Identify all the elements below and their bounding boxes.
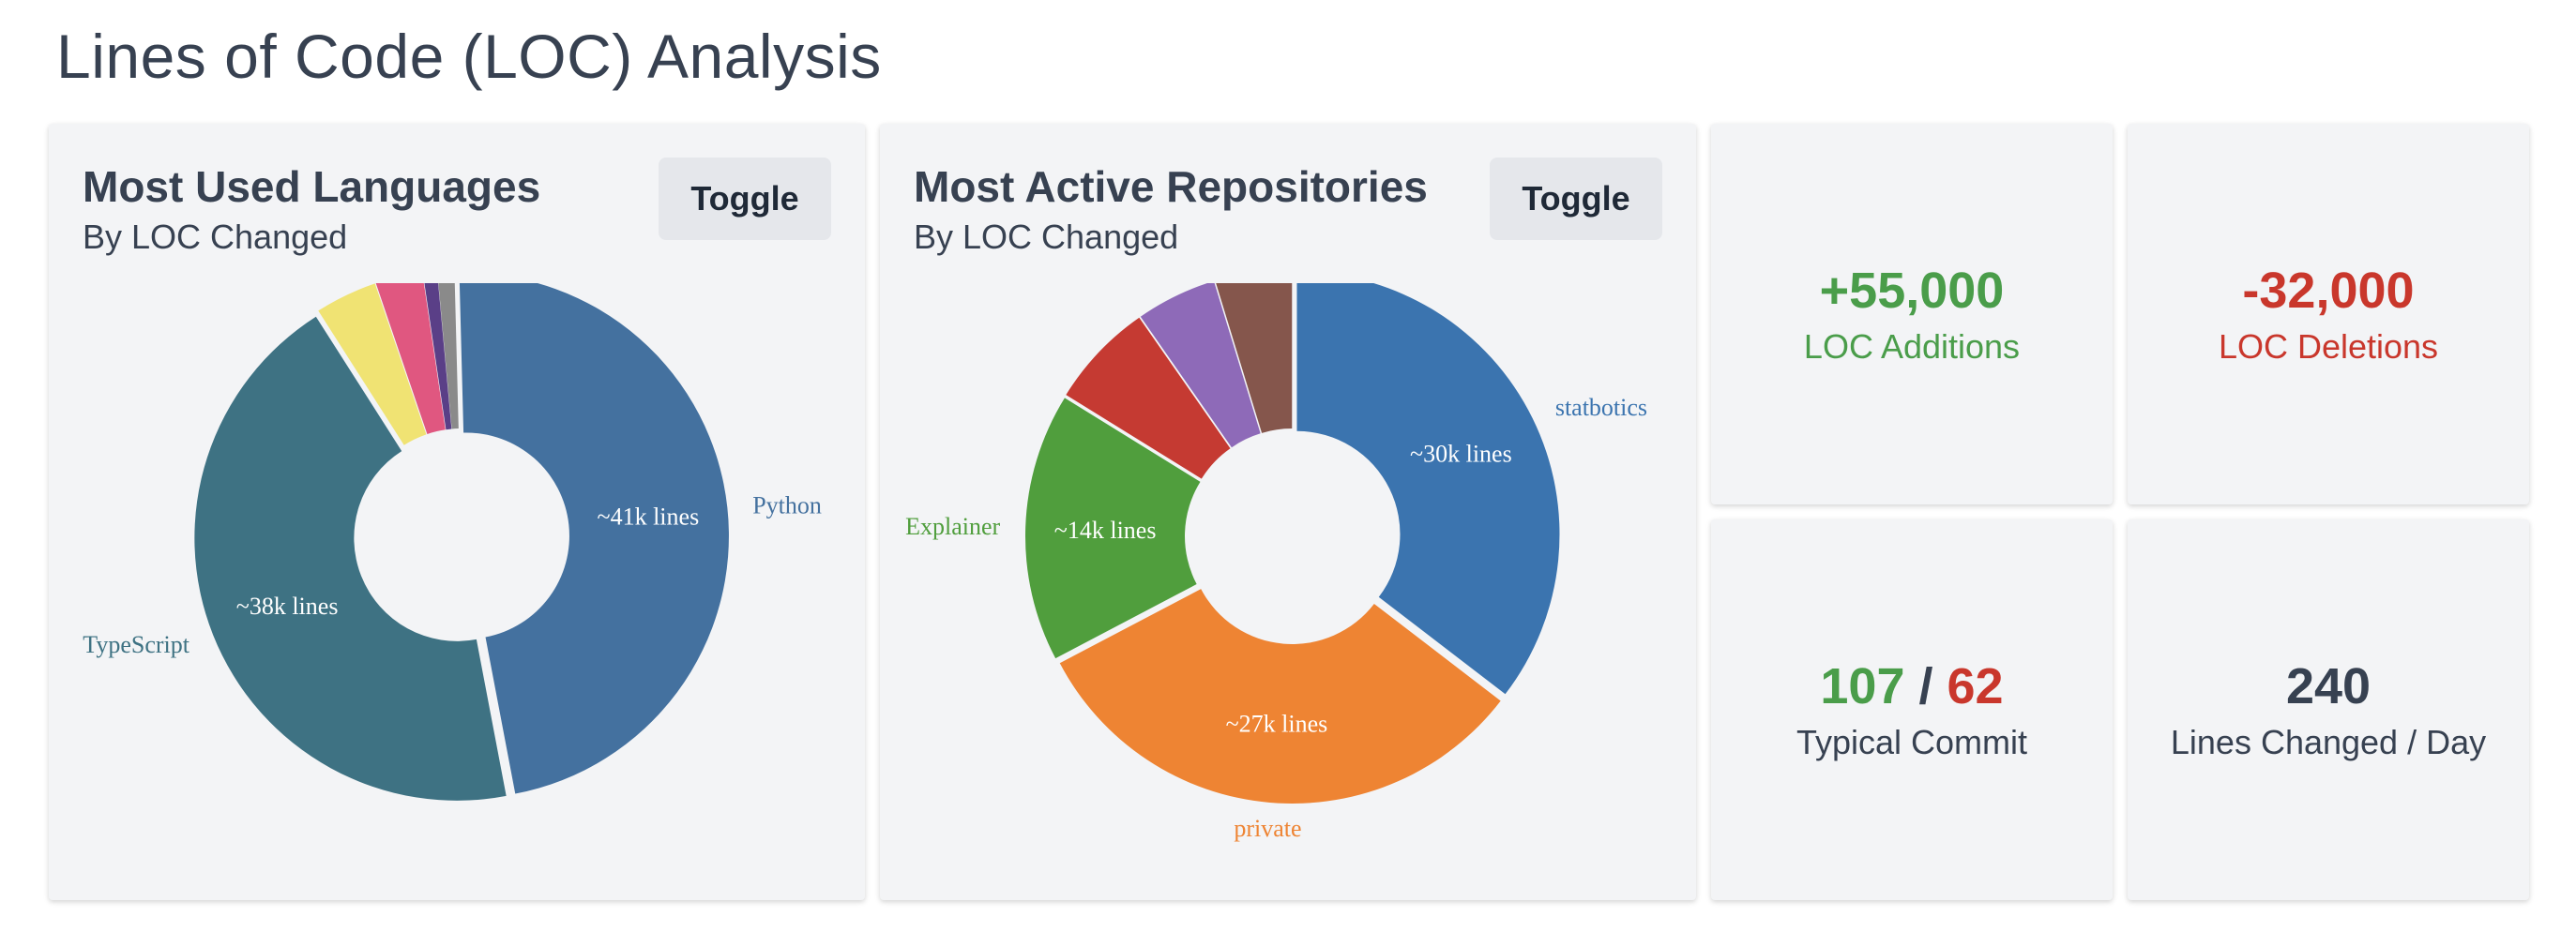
slice-other-2[interactable]: [375, 283, 446, 434]
slice-python[interactable]: [459, 283, 729, 794]
loc-additions-card: +55,000 LOC Additions: [1711, 124, 2113, 504]
languages-donut-chart: ~41k lines Python ~38k lines TypeScript: [83, 283, 822, 801]
slice-name-label: Python: [752, 492, 822, 519]
loc-additions-value: +55,000: [1819, 262, 2005, 319]
typical-commit-removed: 62: [1947, 657, 2004, 714]
loc-deletions-label: LOC Deletions: [2218, 327, 2439, 367]
repos-card: Most Active Repositories By LOC Changed …: [880, 124, 1696, 900]
slice-other-1[interactable]: [318, 283, 427, 445]
slice-name-label: Explainer: [905, 513, 1000, 540]
slice-private[interactable]: [1059, 589, 1501, 804]
languages-card-subtitle: By LOC Changed: [83, 218, 348, 256]
loc-deletions-card: -32,000 LOC Deletions: [2128, 124, 2529, 504]
repos-card-subtitle: By LOC Changed: [914, 218, 1179, 256]
slice-value-label: ~27k lines: [1226, 710, 1328, 737]
slice-value-label: ~14k lines: [1054, 517, 1157, 544]
slice-name-label: private: [1234, 815, 1301, 842]
slice-other-1[interactable]: [1066, 317, 1231, 479]
lines-per-day-value: 240: [2285, 657, 2371, 714]
slice-other-4[interactable]: [437, 283, 459, 429]
slice-statbotics[interactable]: [1296, 283, 1560, 695]
slice-value-label: ~30k lines: [1410, 441, 1512, 468]
slice-name-label: TypeScript: [83, 631, 189, 658]
typical-commit-value: 107 / 62: [1820, 657, 2003, 715]
languages-toggle-button[interactable]: Toggle: [659, 158, 831, 240]
loc-additions-label: LOC Additions: [1803, 327, 2021, 367]
slice-value-label: ~41k lines: [598, 504, 700, 531]
page-title: Lines of Code (LOC) Analysis: [56, 22, 882, 91]
repos-donut-chart: ~30k lines statbotics ~27k lines private ~14…: [905, 283, 1647, 842]
lines-per-day-card: 240 Lines Changed / Day: [2128, 519, 2529, 900]
slice-other-2[interactable]: [1140, 283, 1261, 448]
languages-card-title: Most Used Languages: [83, 162, 541, 211]
lines-per-day-label: Lines Changed / Day: [2170, 723, 2487, 762]
typical-commit-label: Typical Commit: [1796, 723, 2028, 762]
repos-card-title: Most Active Repositories: [914, 162, 1428, 211]
repos-toggle-button[interactable]: Toggle: [1490, 158, 1662, 240]
typical-commit-card: 107 / 62 Typical Commit: [1711, 519, 2113, 900]
typical-commit-separator: /: [1904, 657, 1947, 714]
slice-value-label: ~38k lines: [236, 593, 339, 620]
slice-other-3[interactable]: [423, 283, 452, 430]
slice-name-label: statbotics: [1555, 394, 1647, 421]
loc-deletions-value: -32,000: [2242, 262, 2415, 319]
languages-card: Most Used Languages By LOC Changed Toggl…: [49, 124, 865, 900]
slice-explainer[interactable]: [1025, 398, 1201, 659]
slice-typescript[interactable]: [194, 316, 507, 801]
slice-other-3[interactable]: [1215, 283, 1293, 433]
typical-commit-added: 107: [1820, 657, 1905, 714]
